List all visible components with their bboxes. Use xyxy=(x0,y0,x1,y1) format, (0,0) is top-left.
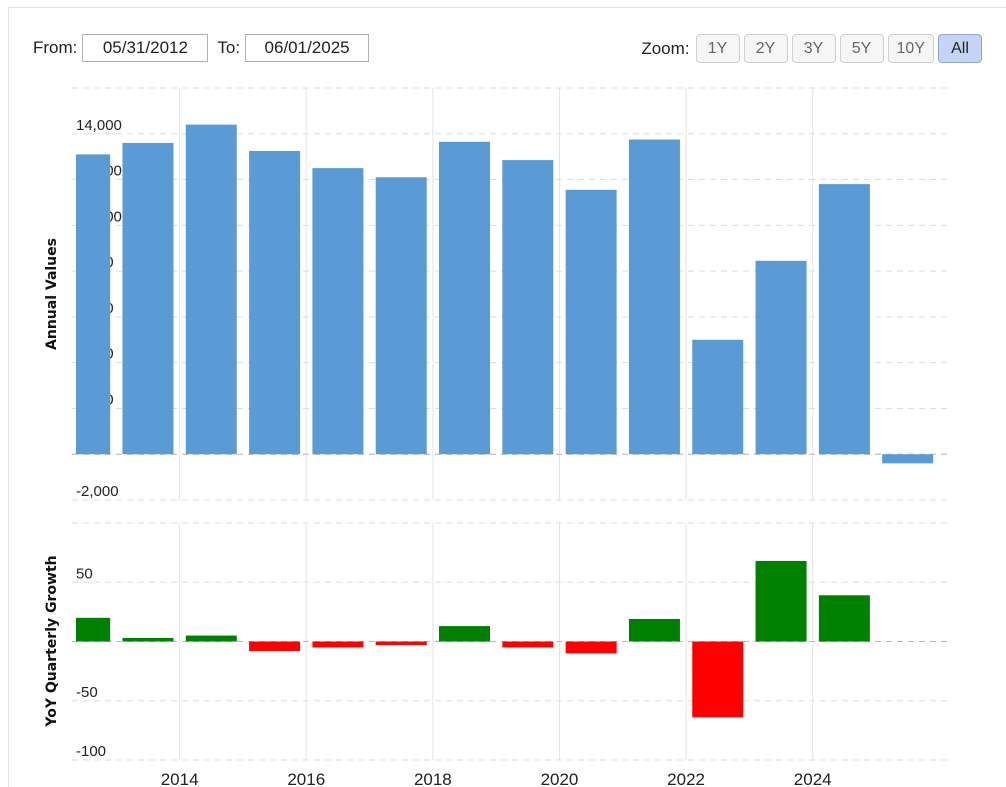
y-axis-title: YoY Quarterly Growth xyxy=(44,555,60,727)
annual-value-bar xyxy=(502,160,554,455)
zoom-3y-button[interactable]: 3Y xyxy=(791,34,836,63)
growth-bar xyxy=(628,618,680,642)
y-tick-label: -100 xyxy=(76,743,106,760)
y-tick-label: -2,000 xyxy=(76,483,119,500)
zoom-5y-button[interactable]: 5Y xyxy=(839,34,884,63)
growth-bar xyxy=(185,635,237,642)
from-label: From: xyxy=(33,38,78,57)
growth-bar xyxy=(312,641,364,648)
x-tick-label: 2022 xyxy=(667,770,705,787)
annual-value-bar xyxy=(565,189,617,455)
to-label: To: xyxy=(217,38,241,57)
growth-bar xyxy=(122,637,174,642)
date-range-selector: From: 05/31/2012 To: 06/01/2025 xyxy=(33,33,370,63)
annual-value-bar xyxy=(818,184,870,455)
x-tick-label: 2014 xyxy=(161,770,199,787)
y-tick-label: -50 xyxy=(76,684,98,701)
zoom-label: Zoom: xyxy=(641,38,690,58)
annual-value-bar xyxy=(628,139,680,455)
x-tick-label: 2018 xyxy=(414,770,452,787)
y-tick-label: 14,000 xyxy=(76,117,122,134)
growth-bar xyxy=(76,617,111,642)
zoom-10y-button[interactable]: 10Y xyxy=(887,34,934,63)
annual-value-bar xyxy=(692,339,744,455)
x-tick-label: 2024 xyxy=(794,770,832,787)
growth-bar xyxy=(755,560,807,642)
annual-value-bar xyxy=(249,150,301,455)
annual-value-bar xyxy=(755,260,807,455)
x-tick-label: 2016 xyxy=(287,770,325,787)
growth-bar xyxy=(375,641,427,646)
annual-value-bar xyxy=(122,142,174,455)
annual-value-bar xyxy=(185,124,237,455)
growth-bar xyxy=(818,595,870,642)
y-axis-title: Annual Values xyxy=(44,238,60,350)
x-tick-label: 2020 xyxy=(541,770,579,787)
to-date-input[interactable]: 06/01/2025 xyxy=(245,34,370,62)
annual-value-bar xyxy=(312,168,364,455)
zoom-2y-button[interactable]: 2Y xyxy=(743,34,788,63)
growth-bar xyxy=(502,641,554,648)
zoom-controls: Zoom: 1Y 2Y 3Y 5Y 10Y All xyxy=(641,34,982,63)
annual-value-bar xyxy=(76,154,111,455)
panel-top-border xyxy=(8,7,1006,8)
y-tick-label: 50 xyxy=(76,565,93,582)
annual-value-bar xyxy=(375,177,427,455)
annual-value-bar xyxy=(439,141,491,455)
growth-bar xyxy=(439,626,491,642)
annual-value-bar xyxy=(882,454,934,464)
panel-left-border xyxy=(8,7,9,787)
growth-bar xyxy=(249,641,301,651)
growth-bar xyxy=(692,641,744,718)
from-date-input[interactable]: 05/31/2012 xyxy=(82,34,209,62)
zoom-1y-button[interactable]: 1Y xyxy=(695,34,740,63)
zoom-all-button[interactable]: All xyxy=(938,34,982,63)
growth-bar xyxy=(565,641,617,654)
